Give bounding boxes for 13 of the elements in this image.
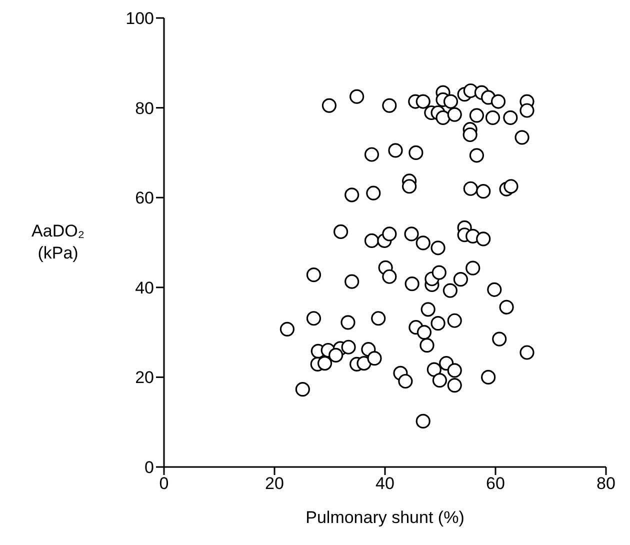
x-tick-label: 40: [376, 474, 394, 494]
y-axis-title: AaDO₂ (kPa): [32, 222, 84, 262]
y-tick-label: 40: [135, 278, 154, 298]
y-tick-label: 20: [135, 368, 154, 388]
x-tick-label: 0: [159, 474, 169, 494]
x-tick-label: 20: [265, 474, 284, 494]
y-tick-label: 80: [135, 98, 154, 118]
y-tick-label: 60: [135, 188, 154, 208]
x-tick-label: 60: [486, 474, 505, 494]
y-tick-label: 100: [126, 9, 154, 28]
x-axis-title: Pulmonary shunt (%): [306, 508, 464, 527]
x-tick-label: 80: [596, 474, 616, 494]
y-tick-label: 0: [144, 458, 154, 478]
